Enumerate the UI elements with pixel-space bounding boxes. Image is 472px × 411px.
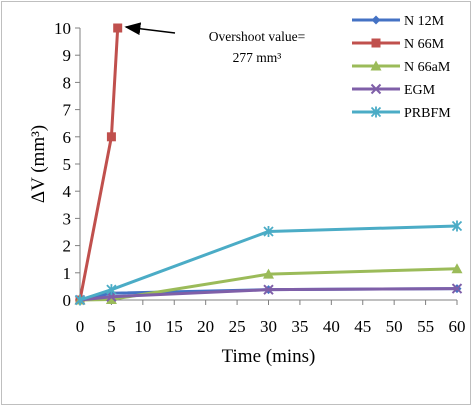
series-line [79, 224, 458, 302]
x-tick-label: 50 [386, 317, 403, 336]
legend-label: EGM [404, 83, 436, 98]
x-tick-label: 55 [417, 317, 434, 336]
y-tick-label: 3 [63, 209, 72, 228]
legend-label: N 66aM [404, 60, 451, 75]
y-tick-label: 9 [63, 46, 72, 65]
legend-label: N 66M [404, 37, 445, 52]
data-point [263, 225, 274, 237]
x-tick-label: 25 [229, 317, 246, 336]
legend-marker [370, 106, 382, 118]
legend-item: EGM [352, 83, 436, 98]
data-point [263, 268, 274, 279]
data-point [113, 23, 123, 33]
legend-marker [371, 15, 381, 25]
data-point [106, 284, 117, 296]
annotation-line2: 277 mm³ [233, 50, 282, 65]
annotation-line1: Overshoot value= [209, 29, 305, 44]
legend-item: N 12M [352, 14, 445, 29]
data-point [74, 294, 86, 306]
x-tick-label: 60 [449, 317, 466, 336]
legend-label: PRBFM [404, 106, 451, 121]
legend-item: N 66aM [352, 60, 451, 75]
x-tick-label: 35 [291, 317, 308, 336]
y-tick-label: 6 [63, 128, 72, 147]
legend-label: N 12M [404, 14, 445, 29]
y-tick-label: 2 [63, 237, 72, 256]
x-tick-label: 45 [354, 317, 371, 336]
x-tick-label: 20 [197, 317, 214, 336]
y-tick-label: 8 [63, 73, 72, 92]
data-point [263, 284, 274, 295]
y-tick-label: 1 [63, 264, 72, 283]
y-tick-label: 4 [63, 182, 72, 201]
y-tick-label: 5 [63, 155, 72, 174]
legend-marker [370, 83, 382, 95]
x-tick-label: 40 [323, 317, 340, 336]
data-point [451, 283, 463, 294]
y-tick-label: 10 [54, 19, 71, 38]
y-tick-label: 7 [63, 101, 72, 120]
x-tick-label: 15 [166, 317, 183, 336]
annotation-arrow [124, 22, 176, 36]
x-tick-label: 0 [76, 317, 85, 336]
data-point [106, 132, 116, 142]
y-axis-title: ΔV (mm³) [28, 125, 49, 203]
legend-marker [371, 38, 381, 48]
data-point [451, 220, 463, 232]
legend-item: PRBFM [352, 106, 451, 121]
legend-item: N 66M [352, 37, 445, 52]
x-tick-label: 10 [134, 317, 151, 336]
series-line [79, 287, 458, 302]
x-axis-title: Time (mins) [222, 346, 316, 367]
data-point [105, 293, 117, 304]
data-point [451, 263, 463, 274]
series-prbfm [74, 220, 463, 306]
legend-marker [370, 60, 382, 71]
x-tick-label: 30 [260, 317, 277, 336]
x-tick-label: 5 [107, 317, 116, 336]
y-tick-label: 0 [63, 291, 72, 310]
